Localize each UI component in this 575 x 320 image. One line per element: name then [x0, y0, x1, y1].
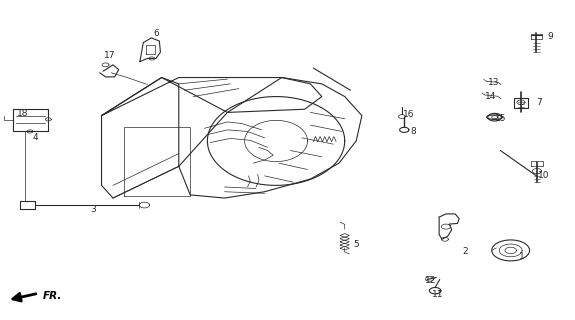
Text: 17: 17	[104, 51, 116, 60]
Text: 11: 11	[432, 290, 443, 299]
Text: 3: 3	[90, 205, 96, 214]
Text: 12: 12	[425, 276, 436, 285]
Text: 16: 16	[403, 109, 415, 118]
Text: 1: 1	[519, 252, 525, 261]
Text: 18: 18	[17, 108, 29, 117]
Text: 2: 2	[462, 247, 467, 257]
Text: 10: 10	[538, 172, 550, 180]
Text: 14: 14	[485, 92, 496, 101]
Text: 8: 8	[411, 127, 416, 136]
Text: 9: 9	[548, 32, 554, 41]
Text: 15: 15	[494, 114, 506, 123]
Text: 7: 7	[536, 99, 542, 108]
Text: 5: 5	[353, 240, 359, 249]
Text: 6: 6	[153, 28, 159, 38]
Text: FR.: FR.	[43, 292, 62, 301]
Text: 4: 4	[33, 133, 39, 142]
Text: 13: 13	[488, 78, 499, 87]
